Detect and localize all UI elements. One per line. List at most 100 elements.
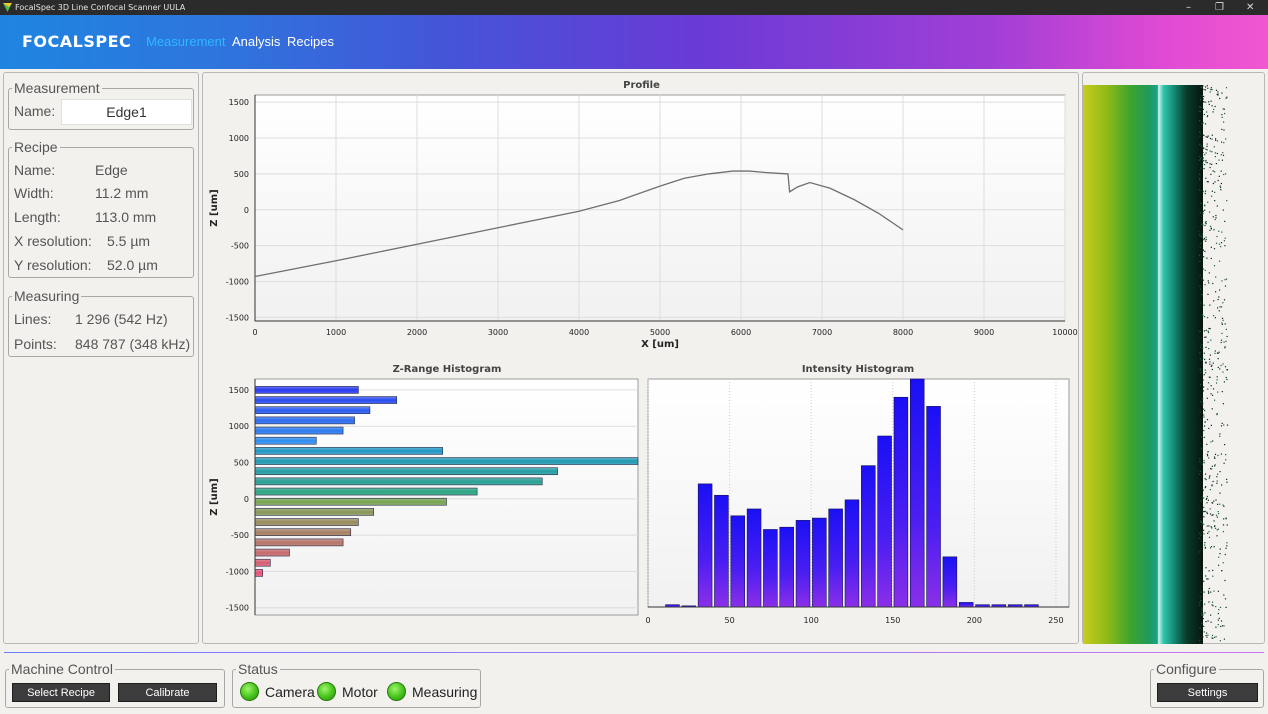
scan-speckle — [1204, 603, 1206, 605]
scan-speckle — [1204, 224, 1206, 227]
scan-speckle — [1206, 443, 1208, 445]
scan-speckle — [1199, 559, 1201, 561]
scan-speckle — [1225, 173, 1227, 175]
scan-speckle — [1207, 382, 1210, 384]
scan-speckle — [1215, 636, 1217, 638]
scan-speckle — [1215, 217, 1217, 219]
scan-speckle — [1212, 514, 1214, 516]
calibrate-button[interactable]: Calibrate — [118, 683, 217, 702]
scan-speckle — [1215, 276, 1217, 278]
scan-speckle — [1220, 170, 1222, 172]
scan-speckle — [1208, 103, 1210, 105]
nav-measurement[interactable]: Measurement — [146, 34, 226, 49]
z-range-y-tick-label: -1500 — [226, 604, 249, 613]
scan-speckle — [1207, 499, 1209, 501]
scan-speckle — [1200, 534, 1202, 536]
scan-speckle — [1199, 358, 1202, 360]
scan-speckle — [1226, 369, 1229, 371]
scan-speckle — [1199, 615, 1201, 617]
measurement-name-label: Name: — [14, 103, 56, 119]
scan-speckle — [1213, 300, 1215, 302]
scan-speckle — [1213, 146, 1215, 148]
scan-speckle — [1221, 322, 1223, 324]
measurement-name-field[interactable]: Edge1 — [61, 99, 192, 125]
scan-speckle — [1201, 233, 1203, 235]
scan-speckle — [1206, 116, 1208, 118]
scan-speckle — [1202, 157, 1204, 159]
scan-speckle — [1215, 214, 1217, 217]
scan-speckle — [1202, 249, 1204, 252]
scan-speckle — [1199, 337, 1201, 339]
scan-speckle — [1201, 403, 1203, 406]
scan-speckle — [1204, 336, 1206, 338]
scan-speckle — [1199, 246, 1201, 248]
z-range-bar — [254, 467, 558, 476]
scan-speckle — [1224, 579, 1226, 582]
scan-speckle — [1201, 380, 1203, 382]
close-icon[interactable]: ✕ — [1246, 2, 1255, 13]
settings-button[interactable]: Settings — [1157, 683, 1258, 702]
scan-speckle — [1222, 524, 1225, 526]
scan-speckle — [1225, 454, 1227, 456]
scan-speckle — [1213, 265, 1216, 267]
select-recipe-button[interactable]: Select Recipe — [12, 683, 110, 702]
scan-speckle — [1199, 174, 1202, 176]
scan-speckle — [1204, 358, 1206, 361]
scan-speckle — [1207, 634, 1209, 636]
scan-speckle — [1201, 215, 1203, 218]
scan-speckle — [1224, 366, 1227, 368]
scan-speckle — [1199, 159, 1201, 161]
scan-speckle — [1200, 642, 1202, 644]
scan-speckle — [1199, 179, 1201, 181]
scan-speckle — [1203, 462, 1205, 464]
intensity-x-tick-label: 50 — [724, 616, 734, 625]
scan-speckle — [1211, 163, 1213, 165]
scan-speckle — [1202, 151, 1204, 154]
scan-speckle — [1199, 226, 1201, 228]
scan-speckle — [1217, 590, 1219, 592]
scan-speckle — [1204, 250, 1206, 252]
scan-speckle — [1199, 185, 1201, 187]
scan-speckle — [1206, 453, 1208, 455]
configure-legend: Configure — [1154, 661, 1219, 677]
scan-speckle — [1226, 542, 1228, 544]
scan-speckle — [1199, 451, 1201, 454]
scan-speckle — [1219, 503, 1221, 505]
scan-speckle — [1206, 136, 1209, 138]
scan-speckle — [1207, 590, 1210, 592]
scan-speckle — [1199, 566, 1201, 568]
scan-speckle — [1222, 363, 1224, 365]
scan-speckle — [1212, 170, 1214, 172]
minimize-icon[interactable]: – — [1186, 2, 1191, 13]
scan-speckle — [1203, 113, 1205, 116]
scan-speckle — [1199, 111, 1201, 113]
scan-speckle — [1200, 106, 1202, 108]
profile-x-tick-label: 2000 — [407, 328, 427, 337]
scan-speckle — [1206, 497, 1208, 499]
scan-speckle — [1202, 347, 1204, 349]
scan-speckle — [1201, 341, 1203, 343]
nav-recipes[interactable]: Recipes — [287, 34, 334, 49]
scan-speckle — [1225, 517, 1227, 519]
nav-analysis[interactable]: Analysis — [232, 34, 281, 49]
scan-speckle — [1215, 138, 1217, 140]
scan-speckle — [1206, 149, 1208, 151]
scan-speckle — [1210, 441, 1212, 443]
scan-speckle — [1222, 209, 1224, 211]
scan-speckle — [1217, 93, 1219, 95]
scan-speckle — [1214, 352, 1216, 354]
scan-speckle — [1223, 240, 1225, 242]
recipe-y-resolution-value: 52.0 µm — [107, 257, 158, 273]
scan-speckle — [1217, 298, 1219, 301]
scan-speckle — [1216, 529, 1218, 531]
z-range-y-tick-label: -1000 — [226, 567, 249, 576]
scan-speckle — [1200, 302, 1203, 304]
scan-speckle — [1203, 416, 1205, 418]
scan-speckle — [1203, 239, 1205, 241]
scan-speckle — [1211, 468, 1213, 470]
scan-speckle — [1203, 95, 1205, 98]
scan-speckle — [1210, 468, 1212, 470]
maximize-icon[interactable]: ❐ — [1215, 2, 1224, 13]
scan-speckle — [1221, 391, 1223, 393]
scan-speckle — [1199, 391, 1201, 393]
